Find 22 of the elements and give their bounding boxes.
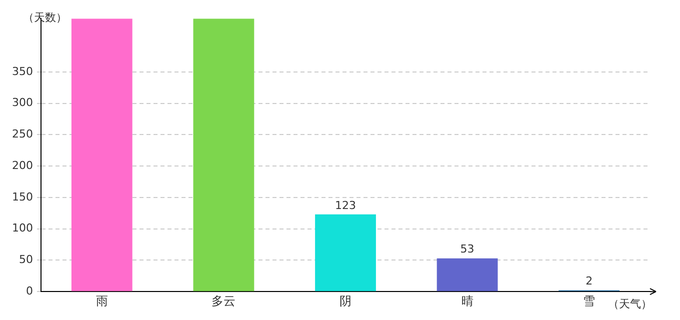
y-tick-label: 300 bbox=[12, 96, 33, 110]
y-axis-title: （天数） bbox=[22, 10, 67, 24]
x-axis-title: （天气） bbox=[608, 297, 652, 310]
bar bbox=[193, 18, 254, 292]
y-tick-label: 0 bbox=[26, 284, 33, 298]
y-tick-label: 50 bbox=[18, 253, 33, 266]
x-tick-label: 雨 bbox=[96, 294, 108, 308]
y-tick-label: 150 bbox=[12, 190, 33, 204]
bar bbox=[315, 214, 376, 292]
data-label: 123 bbox=[335, 198, 356, 212]
bar bbox=[71, 18, 132, 292]
bar bbox=[436, 258, 498, 292]
data-label: 2 bbox=[586, 274, 593, 288]
data-label: 53 bbox=[460, 242, 474, 256]
x-tick-label: 雪 bbox=[583, 294, 596, 308]
y-tick-label: 350 bbox=[12, 64, 33, 78]
x-tick-label: 阴 bbox=[340, 294, 352, 308]
y-tick-label: 250 bbox=[12, 128, 33, 141]
y-tick-label: 100 bbox=[12, 222, 33, 235]
x-tick-label: 多云 bbox=[212, 294, 236, 308]
x-tick-label: 晴 bbox=[461, 294, 474, 308]
y-tick-label: 200 bbox=[12, 158, 33, 172]
